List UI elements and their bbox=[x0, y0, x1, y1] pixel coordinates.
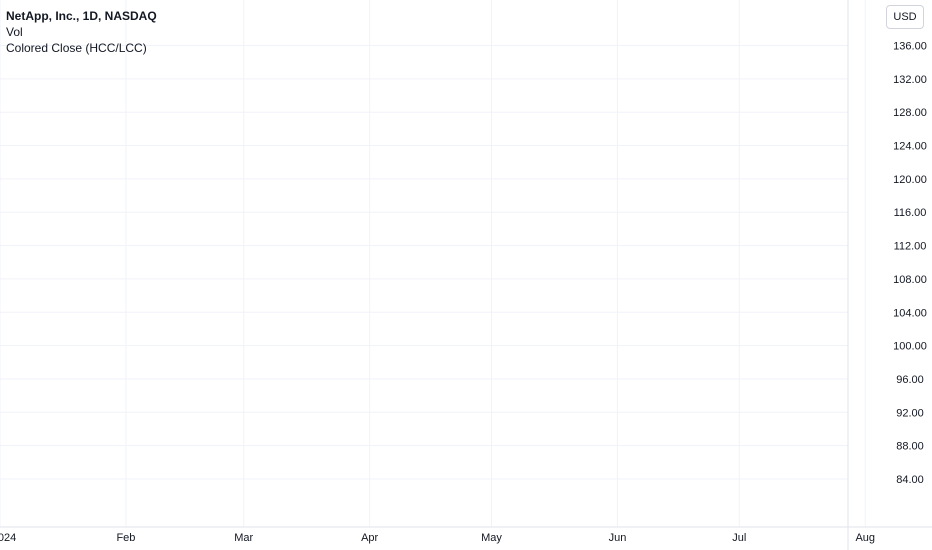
y-tick-label: 112.00 bbox=[894, 241, 927, 253]
chart-legend: NetApp, Inc., 1D, NASDAQ Vol Colored Clo… bbox=[6, 8, 157, 56]
gridlines bbox=[0, 0, 866, 527]
colored-close-indicator-label[interactable]: Colored Close (HCC/LCC) bbox=[6, 41, 147, 55]
y-tick-label: 104.00 bbox=[893, 307, 927, 319]
y-tick-label: 128.00 bbox=[893, 107, 927, 119]
x-tick-label: Aug bbox=[855, 532, 875, 544]
y-tick-label: 92.00 bbox=[896, 407, 924, 419]
x-tick-label: Mar bbox=[234, 532, 253, 544]
y-tick-label: 100.00 bbox=[893, 341, 927, 353]
y-tick-label: 132.00 bbox=[893, 74, 927, 86]
y-tick-label: 120.00 bbox=[893, 174, 927, 186]
x-tick-label: Feb bbox=[116, 532, 135, 544]
x-tick-label: May bbox=[481, 532, 502, 544]
y-tick-label: 124.00 bbox=[893, 141, 927, 153]
x-tick-label: 2024 bbox=[0, 532, 16, 544]
y-tick-label: 88.00 bbox=[896, 441, 924, 453]
y-axis: 84.00 88.00 92.00 96.00 100.00 104.00 108.00 11… bbox=[893, 41, 927, 487]
y-tick-label: 96.00 bbox=[896, 374, 924, 386]
x-tick-label: Apr bbox=[361, 532, 378, 544]
x-tick-label: Jul bbox=[732, 532, 746, 544]
y-tick-label: 136.00 bbox=[893, 41, 927, 53]
y-tick-label: 108.00 bbox=[893, 274, 927, 286]
currency-button[interactable]: USD bbox=[886, 5, 924, 29]
volume-indicator-label[interactable]: Vol bbox=[6, 25, 23, 39]
y-tick-label: 84.00 bbox=[896, 474, 924, 486]
x-axis: 2024 Feb Mar Apr May Jun Jul Aug bbox=[0, 532, 875, 544]
x-tick-label: Jun bbox=[609, 532, 627, 544]
y-tick-label: 116.00 bbox=[894, 207, 927, 219]
symbol-title[interactable]: NetApp, Inc., 1D, NASDAQ bbox=[6, 9, 157, 23]
